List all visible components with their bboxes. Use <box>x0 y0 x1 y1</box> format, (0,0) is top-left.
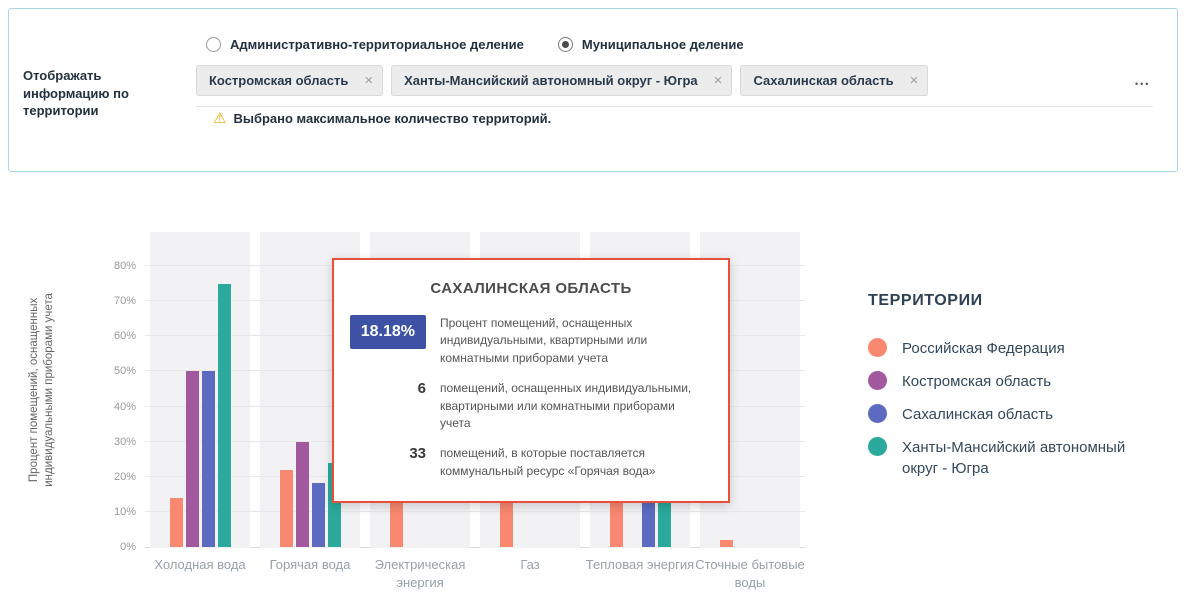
territory-tags-input[interactable]: Костромская область × Ханты-Мансийский авт… <box>196 65 1153 107</box>
radio-option-2[interactable]: Муниципальное деление <box>557 37 744 52</box>
more-options-icon[interactable]: ••• <box>1135 79 1151 89</box>
tooltip-row: 6 помещений, оснащенных индивидуальными, … <box>348 380 714 432</box>
x-axis-label: Электрическая энергия <box>374 557 466 590</box>
chart-bar[interactable] <box>279 469 293 547</box>
territory-filter-panel: Административно-территориальное деление М… <box>8 8 1178 172</box>
tooltip-value: 33 <box>348 445 426 462</box>
territory-tag-label: Костромская область <box>209 73 349 88</box>
legend-item[interactable]: Ханты-Мансийский автономный округ - Югра <box>868 437 1158 479</box>
chart-bar[interactable] <box>295 441 309 547</box>
chart-bar[interactable] <box>499 501 513 547</box>
tag-remove-icon[interactable]: × <box>713 72 723 89</box>
radio-group: Административно-территориальное деление М… <box>206 37 744 52</box>
y-axis-tick: 0% <box>120 541 136 553</box>
gridline <box>145 510 805 512</box>
chart-bar[interactable] <box>217 283 231 547</box>
legend-swatch-icon <box>868 338 887 357</box>
legend-swatch-icon <box>868 404 887 423</box>
y-axis-tick: 80% <box>113 260 136 273</box>
tooltip-description: помещений, оснащенных индивидуальными, к… <box>440 381 692 430</box>
radio-option-label: Муниципальное деление <box>581 37 744 52</box>
legend-item-label: Ханты-Мансийский автономный округ - Югра <box>902 439 1126 477</box>
y-axis-title: Процент помещений, оснащенных индивидуал… <box>28 293 55 487</box>
x-axis-labels: Холодная вода Горячая вода Электрическая э… <box>145 556 805 600</box>
warning-text: Выбрано максимальное количество территор… <box>233 111 552 126</box>
territory-tag: Ханты-Мансийский автономный округ - Югра… <box>391 65 733 96</box>
x-axis-label: Холодная вода <box>154 557 246 572</box>
legend-item-label: Российская Федерация <box>902 340 1065 357</box>
category-band <box>150 232 250 548</box>
legend-swatch-icon <box>868 437 887 456</box>
radio-selected-icon[interactable] <box>557 37 573 52</box>
territory-tag: Сахалинская область × <box>740 65 929 96</box>
radio-option-1[interactable]: Административно-территориальное деление <box>206 37 524 52</box>
y-axis-tick: 30% <box>113 435 136 448</box>
legend-items: Российская Федерация Костромская область С… <box>868 338 1158 479</box>
y-axis-tick: 10% <box>113 505 136 518</box>
legend-item-label: Сахалинская область <box>902 406 1053 423</box>
y-axis-tick: 70% <box>113 295 136 308</box>
territory-filter-label: Отображать информацию по территории <box>23 68 129 119</box>
chart-bar[interactable] <box>719 539 733 547</box>
tooltip-value-number: 6 <box>417 380 426 398</box>
warning-message: ⚠ Выбрано максимальное количество террит… <box>213 109 552 127</box>
tag-remove-icon[interactable]: × <box>364 72 374 89</box>
tooltip-row: 33 помещений, в которые поставляется комм… <box>348 445 714 480</box>
chart-bar[interactable] <box>169 497 183 547</box>
radio-option-label: Административно-территориальное деление <box>230 37 524 52</box>
x-axis-label: Сточные бытовые воды <box>695 557 805 590</box>
territory-tag: Костромская область × <box>196 65 384 96</box>
tooltip-value-badge: 18.18% <box>349 315 426 349</box>
tag-remove-icon[interactable]: × <box>909 72 919 89</box>
legend-title: ТЕРРИТОРИИ <box>868 292 983 309</box>
y-axis-tick: 50% <box>113 365 136 378</box>
territory-tag-label: Ханты-Мансийский автономный округ - Югра <box>404 73 698 88</box>
tooltip-rows: 18.18% Процент помещений, оснащенных инди… <box>348 315 714 480</box>
y-axis-tick: 60% <box>113 330 136 343</box>
y-axis-ticks: 0% 10% 20% 30% 40% 50% 60% 70% 80% <box>96 232 136 553</box>
tooltip-row: 18.18% Процент помещений, оснащенных инди… <box>348 315 714 367</box>
tooltip-description: Процент помещений, оснащенных индивидуал… <box>440 316 648 365</box>
legend-item-label: Костромская область <box>902 373 1052 390</box>
legend-swatch-icon <box>868 371 887 390</box>
x-axis-label: Тепловая энергия <box>585 557 695 572</box>
territory-tag-label: Сахалинская область <box>753 73 894 88</box>
tooltip-title: САХАЛИНСКАЯ ОБЛАСТЬ <box>430 280 632 297</box>
radio-unselected-icon[interactable] <box>206 37 221 52</box>
warning-icon: ⚠ <box>213 109 227 127</box>
chart-bar[interactable] <box>389 494 403 547</box>
tooltip-value-number: 33 <box>409 445 426 463</box>
x-axis-label: Горячая вода <box>269 557 351 572</box>
tooltip-description: помещений, в которые поставляется коммун… <box>440 446 656 478</box>
y-axis-tick: 40% <box>113 400 136 413</box>
legend-item[interactable]: Российская Федерация <box>868 338 1158 359</box>
tooltip-value: 18.18% <box>348 315 426 349</box>
chart-tooltip: САХАЛИНСКАЯ ОБЛАСТЬ 18.18% Процент помеще… <box>332 258 730 504</box>
chart-bar[interactable] <box>311 483 325 547</box>
legend: ТЕРРИТОРИИ Российская Федерация Костромск… <box>868 292 1158 491</box>
chart-bar[interactable] <box>185 371 199 547</box>
chart-bar[interactable] <box>201 371 215 547</box>
legend-item[interactable]: Сахалинская область <box>868 404 1158 425</box>
x-axis-label: Газ <box>520 557 540 572</box>
legend-item[interactable]: Костромская область <box>868 371 1158 392</box>
tooltip-value: 6 <box>348 380 426 397</box>
y-axis-tick: 20% <box>113 470 136 483</box>
